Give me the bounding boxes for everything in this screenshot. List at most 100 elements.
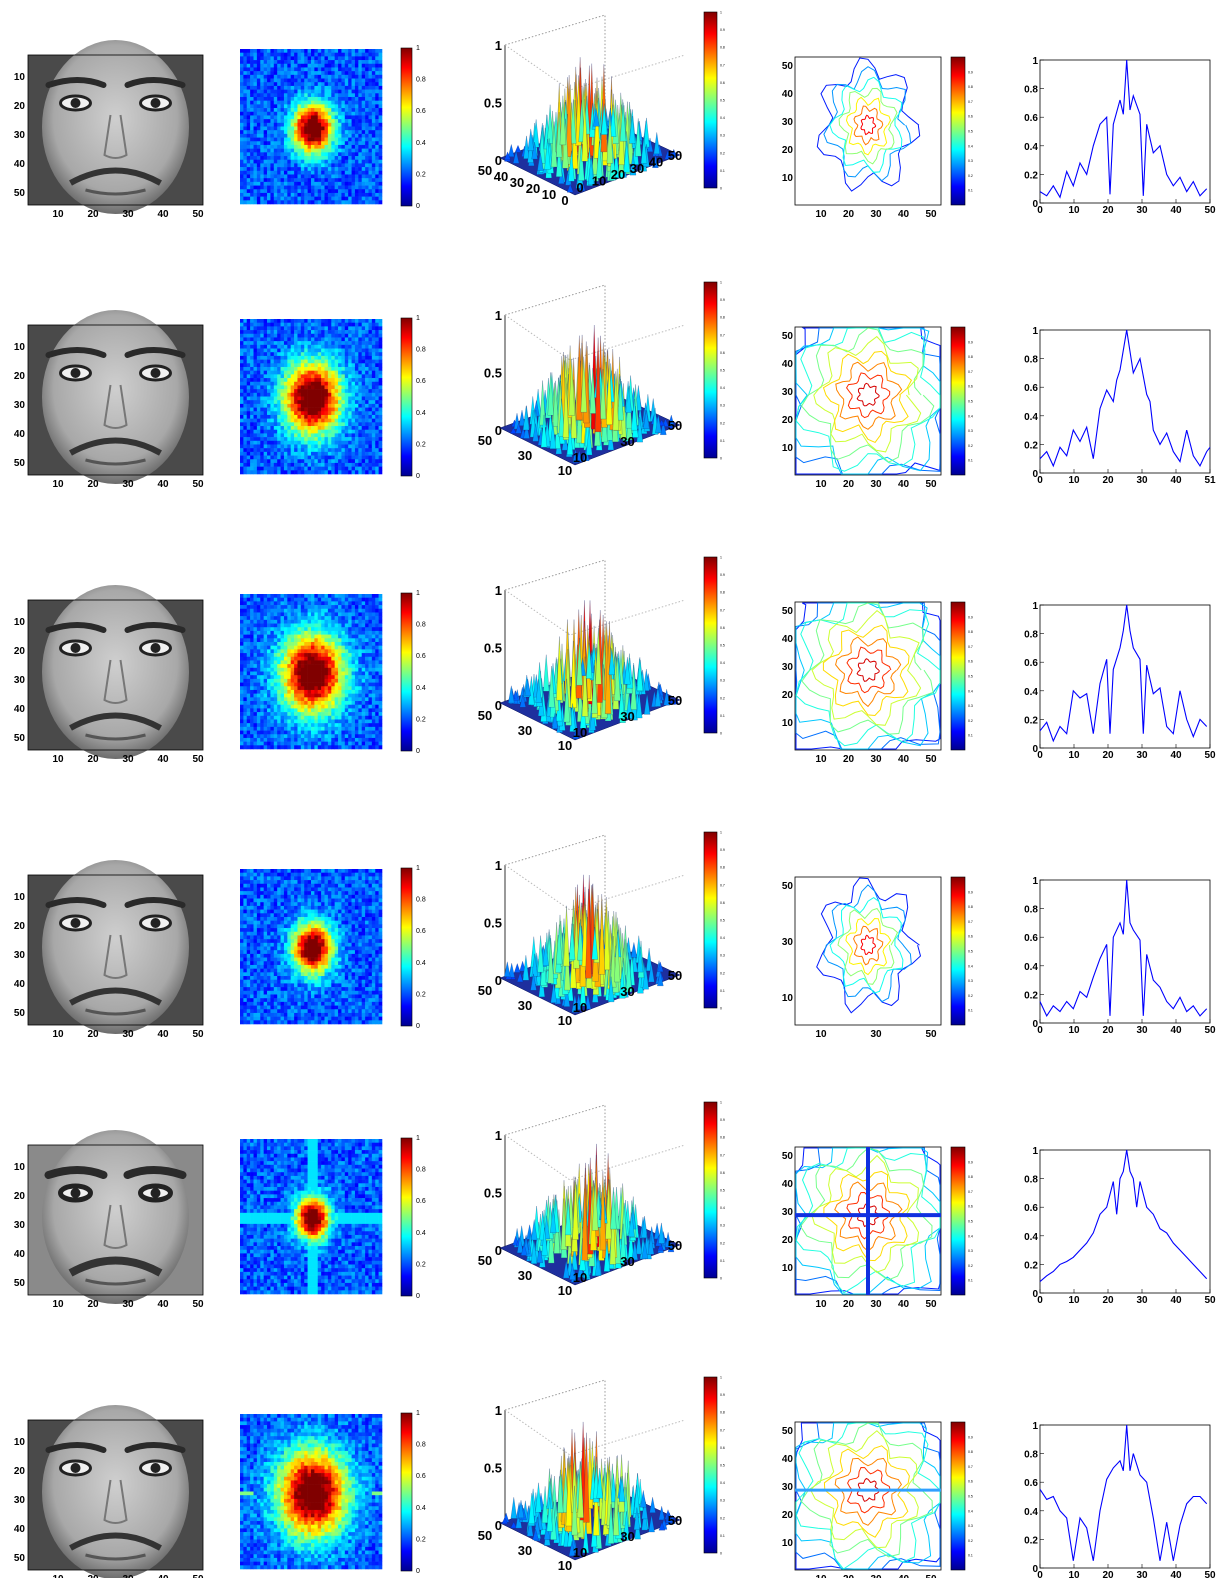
spectrum-cell	[283, 451, 288, 456]
profile-series-line	[1039, 329, 1211, 468]
spectrum-cell	[250, 645, 254, 650]
surface-facet	[544, 139, 551, 170]
spectrum-cell	[270, 126, 275, 131]
spectrum-cell	[300, 60, 305, 65]
surface-facet	[596, 140, 603, 179]
spectrum-cell	[348, 470, 352, 475]
spectrum-cell	[304, 156, 308, 161]
spectrum-cell	[307, 122, 312, 127]
spectrum-cell	[314, 196, 319, 201]
spectrum-cell	[375, 185, 379, 190]
spectrum-cell	[334, 52, 339, 57]
surface-facet	[587, 159, 595, 185]
spectrum-cell	[240, 359, 244, 364]
face-ytick: 40	[14, 429, 26, 440]
spectrum-cell	[307, 152, 312, 157]
spectrum-cell	[327, 355, 332, 360]
spectrum-cell	[314, 433, 319, 438]
spectrum-cell	[283, 448, 288, 453]
spectrum-cell	[307, 433, 312, 438]
spectrum-cell	[263, 119, 268, 124]
surface-facet	[566, 423, 574, 455]
spectrum-cell	[270, 745, 275, 750]
spectrum-cell	[273, 671, 278, 676]
spectrum-cell	[290, 189, 295, 194]
spectrum-cell	[304, 400, 308, 405]
spectrum-cell	[240, 693, 244, 698]
spectrum-cell	[250, 326, 254, 331]
spectrum-cell	[348, 459, 352, 464]
spectrum-cell	[365, 389, 369, 394]
spectrum-cell	[263, 170, 268, 175]
spectrum-cell	[280, 605, 285, 610]
spectrum-cell	[341, 459, 346, 464]
spectrum-cell	[287, 448, 292, 453]
spectrum-cell	[270, 719, 275, 724]
spectrum-cell	[253, 594, 258, 598]
spectrum-cell	[273, 601, 278, 606]
spectrum-cell	[290, 634, 295, 639]
spectrum-cell	[351, 130, 356, 135]
spectrum-cell	[321, 200, 325, 205]
spectrum-cell	[263, 122, 268, 127]
spectrum-cell	[260, 378, 264, 383]
spectrum-cell	[297, 459, 302, 464]
spectrum-cell	[327, 396, 332, 401]
spectrum-cell	[317, 104, 322, 109]
spectrum-cell	[240, 462, 244, 467]
spectrum-cell	[273, 715, 278, 720]
spectrum-cell	[243, 330, 248, 335]
moustache	[69, 167, 162, 186]
spectrum-cell	[256, 60, 261, 65]
spectrum-cell	[314, 89, 319, 94]
spectrum-cell	[338, 96, 342, 101]
spectrum-cell	[351, 341, 356, 346]
spectrum-cell	[378, 466, 383, 471]
spectrum-cell	[280, 108, 285, 113]
spectrum-cell	[290, 422, 295, 427]
spectrum-cell	[327, 141, 332, 146]
spectrum-cell	[277, 137, 281, 142]
spectrum-cell	[358, 89, 363, 94]
spectrum-cell	[243, 359, 248, 364]
spectrum-cell	[277, 414, 281, 419]
spectrum-cell	[307, 466, 312, 471]
spectrum-cell	[361, 381, 366, 386]
spectrum-cell	[378, 403, 383, 408]
spectrum-cell	[307, 111, 312, 116]
spectrum-cell	[256, 630, 261, 635]
spectrum-cell	[243, 104, 248, 109]
spectrum-cell	[277, 723, 281, 728]
spectrum-cell	[365, 326, 369, 331]
spectrum-cell	[311, 333, 315, 338]
spectrum-cell	[371, 455, 376, 460]
spectrum-cell	[277, 466, 281, 471]
spectrum-cell	[300, 93, 305, 98]
spectrum-cell	[371, 359, 376, 364]
spectrum-cell	[270, 144, 275, 149]
spectrum-cell	[280, 170, 285, 175]
spectrum-cell	[280, 608, 285, 613]
spectrum-cell	[250, 156, 254, 161]
spectrum-cell	[240, 170, 244, 175]
spectrum-cell	[250, 641, 254, 646]
spectrum-cell	[327, 163, 332, 168]
spectrum-cell	[317, 448, 322, 453]
spectrum-cell	[267, 400, 271, 405]
spectrum-cell	[260, 470, 264, 475]
spectrum-cell	[263, 400, 268, 405]
spectrum-cell	[354, 381, 359, 386]
spectrum-cell	[270, 678, 275, 683]
spectrum-cell	[246, 619, 251, 624]
spectrum-cell	[348, 108, 352, 113]
spectrum-cell	[256, 355, 261, 360]
spectrum-cell	[317, 174, 322, 179]
spectrum-cell	[314, 167, 319, 172]
spectrum-cell	[294, 122, 298, 127]
spectrum-cell	[280, 192, 285, 197]
spectrum-cell	[253, 67, 258, 72]
colorbar-tick: 0	[416, 203, 420, 210]
spectrum-cell	[290, 174, 295, 179]
spectrum-cell	[348, 82, 352, 87]
spectrum-cell	[375, 378, 379, 383]
